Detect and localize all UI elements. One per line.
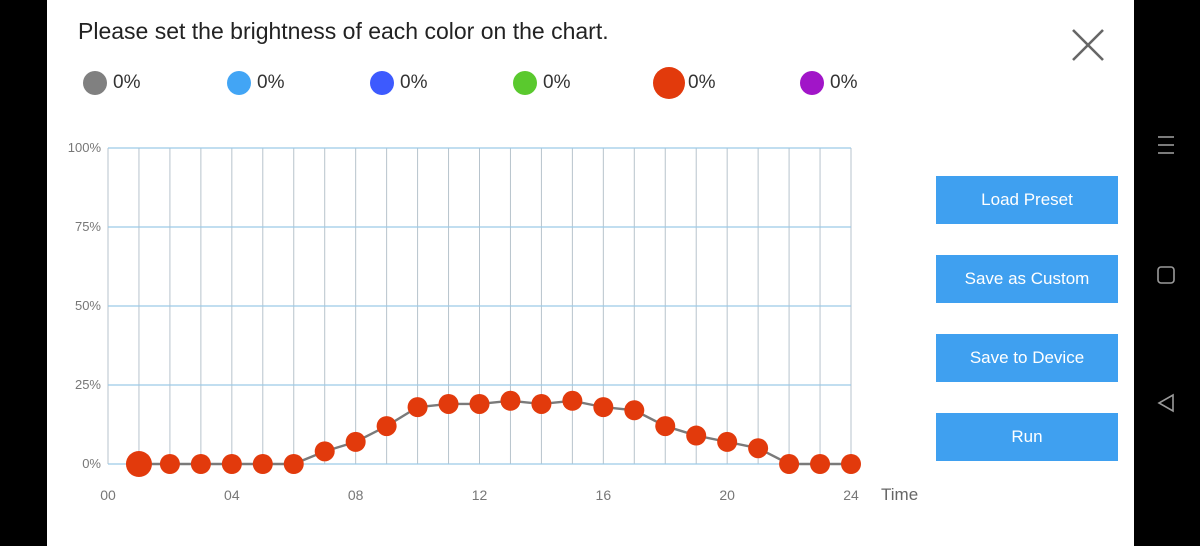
light-blue-color-dot: [227, 71, 251, 95]
data-point[interactable]: [314, 441, 335, 462]
back-triangle-icon[interactable]: [1156, 393, 1176, 413]
x-tick-label: 04: [224, 487, 240, 503]
brightness-dialog: Please set the brightness of each color …: [47, 0, 1134, 546]
menu-icon[interactable]: [1156, 135, 1176, 155]
x-axis-labels: 00 04 08 12 16 20 24: [100, 487, 859, 503]
x-tick-label: 08: [348, 487, 364, 503]
y-tick-label: 50%: [75, 298, 101, 313]
legend-value: 0%: [830, 72, 858, 93]
android-nav-bar: [1134, 0, 1200, 546]
red-color-dot: [653, 67, 685, 99]
data-point[interactable]: [221, 454, 242, 474]
x-tick-label: 24: [843, 487, 859, 503]
data-point[interactable]: [252, 454, 273, 474]
close-icon[interactable]: [1069, 26, 1107, 64]
save-to-device-button[interactable]: Save to Device: [936, 334, 1118, 382]
save-as-custom-button[interactable]: Save as Custom: [936, 255, 1118, 303]
brightness-chart[interactable]: 0% 25% 50% 75% 100% 00 04 08 12 16 20 24 Time: [47, 130, 927, 520]
green-color-dot: [513, 71, 537, 95]
data-point[interactable]: [190, 454, 211, 474]
data-point[interactable]: [717, 431, 738, 452]
y-axis-labels: 0% 25% 50% 75% 100%: [68, 140, 102, 471]
data-point[interactable]: [624, 400, 645, 421]
blue-color-dot: [370, 71, 394, 95]
data-point[interactable]: [159, 454, 180, 474]
square-icon[interactable]: [1156, 265, 1176, 285]
x-tick-label: 00: [100, 487, 116, 503]
series-line: [125, 390, 861, 477]
legend-item-light-blue[interactable]: 0%: [227, 68, 284, 98]
data-point[interactable]: [779, 454, 800, 474]
data-point[interactable]: [438, 393, 459, 414]
legend-value: 0%: [688, 72, 716, 93]
x-tick-label: 20: [719, 487, 735, 503]
series-line-path: [138, 399, 851, 466]
data-point[interactable]: [376, 416, 397, 437]
gray-color-dot: [83, 71, 107, 95]
purple-color-dot: [800, 71, 824, 95]
data-point[interactable]: [345, 431, 366, 452]
legend-value: 0%: [400, 72, 428, 93]
legend-item-blue[interactable]: 0%: [370, 68, 427, 98]
data-point[interactable]: [407, 397, 428, 418]
data-point[interactable]: [469, 393, 490, 414]
legend-value: 0%: [543, 72, 571, 93]
load-preset-button[interactable]: Load Preset: [936, 176, 1118, 224]
data-point[interactable]: [810, 454, 831, 474]
legend-item-green[interactable]: 0%: [513, 68, 570, 98]
data-point[interactable]: [655, 416, 676, 437]
data-point[interactable]: [593, 397, 614, 418]
chart-grid: [107, 147, 852, 465]
legend-item-gray[interactable]: 0%: [83, 68, 140, 98]
legend-value: 0%: [113, 72, 141, 93]
legend-item-purple[interactable]: 0%: [800, 68, 857, 98]
data-point[interactable]: [283, 454, 304, 474]
x-axis-title: Time: [881, 485, 918, 504]
data-point[interactable]: [500, 390, 521, 411]
dialog-title: Please set the brightness of each color …: [78, 18, 609, 44]
x-tick-label: 16: [596, 487, 612, 503]
y-tick-label: 100%: [68, 140, 102, 155]
y-tick-label: 25%: [75, 377, 101, 392]
x-tick-label: 12: [472, 487, 488, 503]
legend-value: 0%: [257, 72, 285, 93]
y-tick-label: 0%: [82, 456, 101, 471]
data-point[interactable]: [562, 390, 583, 411]
run-button[interactable]: Run: [936, 413, 1118, 461]
data-point[interactable]: [841, 454, 861, 474]
data-point[interactable]: [686, 425, 707, 446]
data-point[interactable]: [531, 393, 552, 414]
data-point[interactable]: [748, 438, 769, 459]
legend-item-red[interactable]: 0%: [653, 67, 716, 99]
data-point[interactable]: [125, 451, 152, 477]
y-tick-label: 75%: [75, 219, 101, 234]
